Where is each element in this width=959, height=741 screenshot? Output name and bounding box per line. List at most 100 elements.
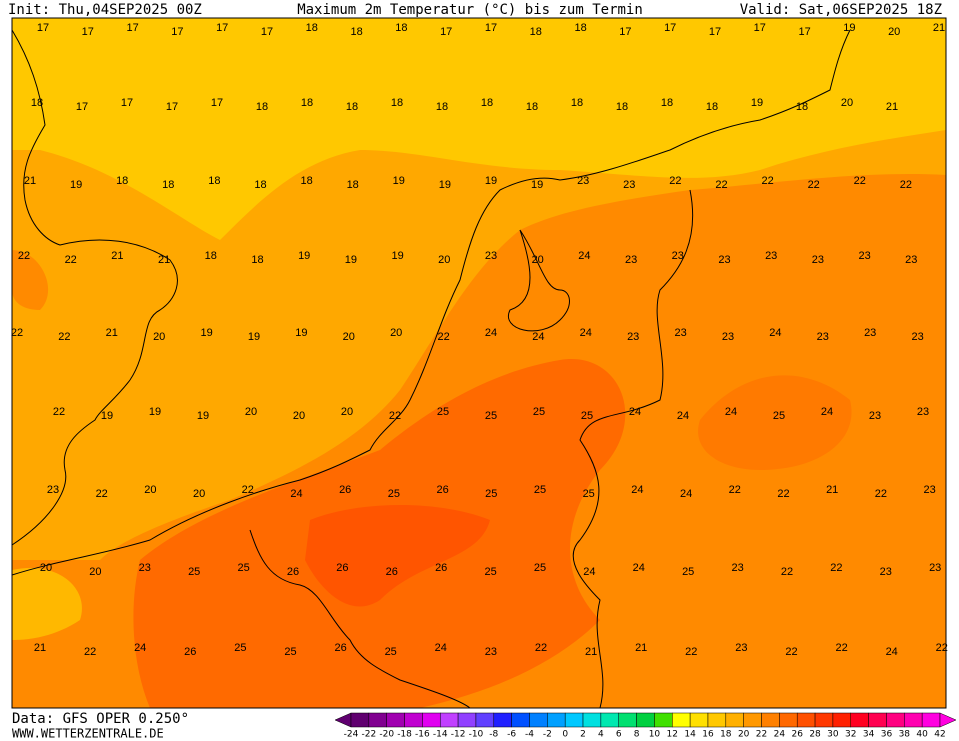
colorbar-tick-label: 4: [598, 730, 604, 740]
coast-england: [11, 29, 178, 546]
temperature-label: 19: [345, 254, 357, 266]
temperature-label: 22: [65, 254, 77, 266]
temperature-label: 20: [341, 406, 353, 418]
colorbar-tick-label: 26: [791, 730, 803, 740]
colorbar-swatch: [618, 712, 637, 728]
temperature-label: 17: [485, 22, 497, 34]
colorbar-swatch: [814, 712, 834, 728]
temperature-label: 21: [24, 175, 36, 187]
temperature-label: 23: [923, 484, 935, 496]
border-de-nl-be: [572, 189, 694, 709]
temperature-label: 19: [531, 179, 543, 191]
temperature-label: 23: [625, 254, 637, 266]
temperature-label: 23: [674, 327, 686, 339]
colorbar-tick-label: 10: [649, 730, 661, 740]
temperature-label: 17: [754, 22, 766, 34]
colorbar-swatch: [493, 712, 512, 728]
temperature-label: 18: [571, 97, 583, 109]
temperature-label: 17: [126, 22, 138, 34]
temperature-label: 23: [577, 175, 589, 187]
colorbar-swatch: [796, 712, 816, 728]
temperature-label: 24: [886, 646, 898, 658]
temperature-label: 22: [535, 642, 547, 654]
temperature-label: 22: [437, 331, 449, 343]
colorbar-swatch: [921, 712, 941, 728]
colorbar-tick-label: -8: [489, 730, 498, 740]
temperature-label: 23: [722, 331, 734, 343]
colorbar-tick-label: 6: [616, 730, 622, 740]
temperature-label: 23: [929, 562, 941, 574]
temperature-label: 21: [158, 254, 170, 266]
temperature-label: 25: [533, 406, 545, 418]
temperature-label: 17: [171, 26, 183, 38]
colorbar-tick-label: -18: [397, 730, 412, 740]
colorbar-tick-label: 22: [756, 730, 767, 740]
colorbar-tick-label: -14: [433, 730, 448, 740]
temperature-label: 18: [481, 97, 493, 109]
colorbar-tick-label: 0: [562, 730, 568, 740]
temperature-label: 18: [616, 101, 628, 113]
temperature-label: 25: [234, 642, 246, 654]
colorbar-swatch: [868, 712, 887, 728]
temperature-label: 25: [237, 562, 249, 574]
temperature-label: 22: [785, 646, 797, 658]
colorbar-swatch: [547, 712, 566, 728]
temperature-label: 22: [84, 646, 96, 658]
temperature-label: 24: [580, 327, 592, 339]
temperature-label: 20: [193, 488, 205, 500]
temperature-label: 25: [388, 488, 400, 500]
temperature-label: 25: [682, 566, 694, 578]
colorbar-swatch: [422, 712, 441, 728]
temperature-label: 21: [635, 642, 647, 654]
colorbar-tick-label: -20: [379, 730, 394, 740]
valid-time: Valid: Sat,06SEP2025 18Z: [740, 2, 942, 18]
temperature-label: 24: [725, 406, 737, 418]
temperature-label: 18: [251, 254, 263, 266]
temperature-label: 25: [284, 646, 296, 658]
temperature-label: 18: [706, 101, 718, 113]
temperature-label: 22: [18, 250, 30, 262]
colorbar-swatch: [689, 712, 709, 728]
shading-warm-west: [12, 250, 49, 310]
temperature-label: 26: [386, 566, 398, 578]
colorbar-swatch: [511, 712, 530, 728]
temperature-label: 26: [287, 566, 299, 578]
colorbar-swatch: [707, 712, 727, 728]
temperature-label: 18: [254, 179, 266, 191]
temperature-label: 23: [627, 331, 639, 343]
temperature-label: 23: [47, 484, 59, 496]
colorbar-tick-label: 12: [667, 730, 678, 740]
colorbar-swatch: [457, 712, 477, 728]
temperature-label: 19: [485, 175, 497, 187]
temperature-label: 21: [886, 101, 898, 113]
coast-ijsselmeer: [507, 229, 570, 332]
colorbar-tick-label: 28: [809, 730, 821, 740]
colorbar-swatch: [636, 712, 655, 728]
colorbar-tick-label: -4: [525, 730, 534, 740]
colorbar-tick-label: 18: [720, 730, 732, 740]
temperature-label: 17: [82, 26, 94, 38]
map-shading: [12, 18, 946, 709]
temperature-label: 23: [864, 327, 876, 339]
temperature-label: 20: [153, 331, 165, 343]
temperature-label: 18: [306, 22, 318, 34]
temperature-label: 23: [485, 250, 497, 262]
colorbar-tick-label: 40: [916, 730, 928, 740]
temperature-label: 18: [796, 101, 808, 113]
temperature-label: 20: [841, 97, 853, 109]
colorbar-swatch: [886, 712, 905, 728]
temperature-label: 24: [485, 327, 497, 339]
temperature-label: 18: [350, 26, 362, 38]
temperature-label: 23: [765, 250, 777, 262]
colorbar-tick-label: -22: [361, 730, 376, 740]
colorbar-arrow-left: [334, 712, 352, 728]
temperature-label: 22: [96, 488, 108, 500]
temperature-label: 19: [439, 179, 451, 191]
temperature-label: 20: [888, 26, 900, 38]
temperature-label: 24: [769, 327, 781, 339]
shading-cool-sw: [12, 568, 82, 640]
temperature-label: 25: [188, 566, 200, 578]
temperature-label: 22: [53, 406, 65, 418]
temperature-label: 24: [680, 488, 692, 500]
